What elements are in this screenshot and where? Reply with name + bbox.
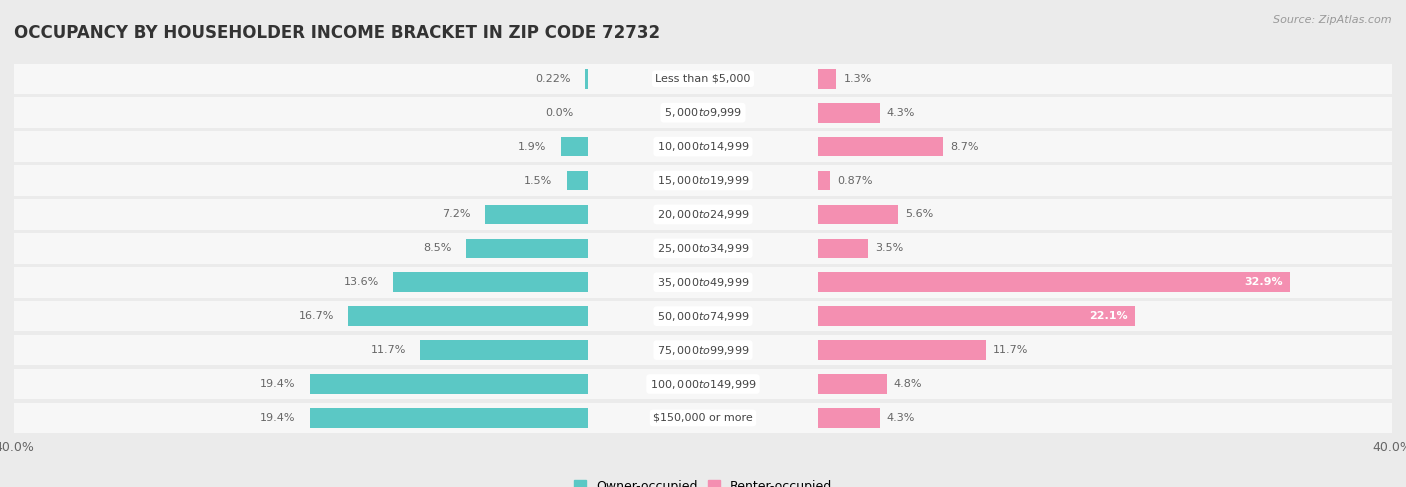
Bar (818, 374, 887, 394)
Text: $15,000 to $19,999: $15,000 to $19,999 (657, 174, 749, 187)
FancyBboxPatch shape (14, 199, 588, 230)
Bar (818, 408, 880, 428)
Text: $35,000 to $49,999: $35,000 to $49,999 (657, 276, 749, 289)
FancyBboxPatch shape (14, 165, 588, 196)
Bar (585, 69, 588, 89)
FancyBboxPatch shape (588, 63, 818, 94)
FancyBboxPatch shape (818, 165, 1392, 196)
FancyBboxPatch shape (14, 63, 588, 94)
Bar (309, 408, 588, 428)
Text: 32.9%: 32.9% (1244, 277, 1282, 287)
Bar (818, 340, 986, 360)
FancyBboxPatch shape (818, 63, 1392, 94)
FancyBboxPatch shape (14, 97, 588, 128)
FancyBboxPatch shape (14, 403, 588, 433)
Text: 5.6%: 5.6% (905, 209, 934, 220)
Bar (818, 69, 837, 89)
FancyBboxPatch shape (588, 199, 818, 230)
FancyBboxPatch shape (818, 301, 1392, 332)
FancyBboxPatch shape (588, 369, 818, 399)
Text: 8.7%: 8.7% (950, 142, 979, 151)
FancyBboxPatch shape (588, 131, 818, 162)
FancyBboxPatch shape (588, 403, 818, 433)
Text: 11.7%: 11.7% (371, 345, 406, 355)
Text: $75,000 to $99,999: $75,000 to $99,999 (657, 344, 749, 356)
Text: $100,000 to $149,999: $100,000 to $149,999 (650, 377, 756, 391)
FancyBboxPatch shape (818, 199, 1392, 230)
FancyBboxPatch shape (818, 233, 1392, 263)
Bar (392, 272, 588, 292)
Text: 19.4%: 19.4% (260, 413, 295, 423)
Text: Less than $5,000: Less than $5,000 (655, 74, 751, 84)
Bar (309, 374, 588, 394)
FancyBboxPatch shape (588, 267, 818, 298)
Text: 8.5%: 8.5% (423, 244, 451, 253)
Text: $20,000 to $24,999: $20,000 to $24,999 (657, 208, 749, 221)
FancyBboxPatch shape (588, 301, 818, 332)
Bar (485, 205, 588, 225)
FancyBboxPatch shape (14, 267, 588, 298)
Text: 1.9%: 1.9% (519, 142, 547, 151)
FancyBboxPatch shape (818, 403, 1392, 433)
Text: 22.1%: 22.1% (1090, 311, 1128, 321)
FancyBboxPatch shape (14, 233, 588, 263)
FancyBboxPatch shape (14, 131, 588, 162)
Text: OCCUPANCY BY HOUSEHOLDER INCOME BRACKET IN ZIP CODE 72732: OCCUPANCY BY HOUSEHOLDER INCOME BRACKET … (14, 24, 661, 42)
Text: 0.22%: 0.22% (536, 74, 571, 84)
FancyBboxPatch shape (818, 335, 1392, 365)
Text: 13.6%: 13.6% (343, 277, 378, 287)
Bar (818, 171, 831, 190)
Text: 4.8%: 4.8% (894, 379, 922, 389)
Text: Source: ZipAtlas.com: Source: ZipAtlas.com (1274, 15, 1392, 25)
Text: $25,000 to $34,999: $25,000 to $34,999 (657, 242, 749, 255)
Text: 0.0%: 0.0% (546, 108, 574, 118)
FancyBboxPatch shape (588, 165, 818, 196)
Bar (818, 205, 898, 225)
Bar (818, 239, 868, 258)
Bar (467, 239, 588, 258)
Text: $150,000 or more: $150,000 or more (654, 413, 752, 423)
Bar (818, 306, 1135, 326)
FancyBboxPatch shape (588, 97, 818, 128)
FancyBboxPatch shape (14, 301, 588, 332)
Text: 4.3%: 4.3% (887, 108, 915, 118)
Text: 11.7%: 11.7% (993, 345, 1028, 355)
Text: 7.2%: 7.2% (441, 209, 471, 220)
Bar (818, 103, 880, 123)
Bar (818, 272, 1291, 292)
Text: $50,000 to $74,999: $50,000 to $74,999 (657, 310, 749, 323)
FancyBboxPatch shape (14, 369, 588, 399)
FancyBboxPatch shape (588, 335, 818, 365)
Text: 16.7%: 16.7% (298, 311, 335, 321)
Text: 4.3%: 4.3% (887, 413, 915, 423)
Text: 3.5%: 3.5% (875, 244, 904, 253)
Text: $10,000 to $14,999: $10,000 to $14,999 (657, 140, 749, 153)
FancyBboxPatch shape (588, 233, 818, 263)
Text: 0.87%: 0.87% (838, 175, 873, 186)
Text: 1.3%: 1.3% (844, 74, 872, 84)
Legend: Owner-occupied, Renter-occupied: Owner-occupied, Renter-occupied (568, 475, 838, 487)
FancyBboxPatch shape (818, 267, 1392, 298)
Text: 1.5%: 1.5% (524, 175, 553, 186)
Bar (567, 171, 588, 190)
Text: 19.4%: 19.4% (260, 379, 295, 389)
FancyBboxPatch shape (818, 97, 1392, 128)
Bar (818, 137, 942, 156)
FancyBboxPatch shape (14, 335, 588, 365)
Text: $5,000 to $9,999: $5,000 to $9,999 (664, 106, 742, 119)
Bar (420, 340, 588, 360)
FancyBboxPatch shape (818, 131, 1392, 162)
Bar (349, 306, 588, 326)
Bar (561, 137, 588, 156)
FancyBboxPatch shape (818, 369, 1392, 399)
